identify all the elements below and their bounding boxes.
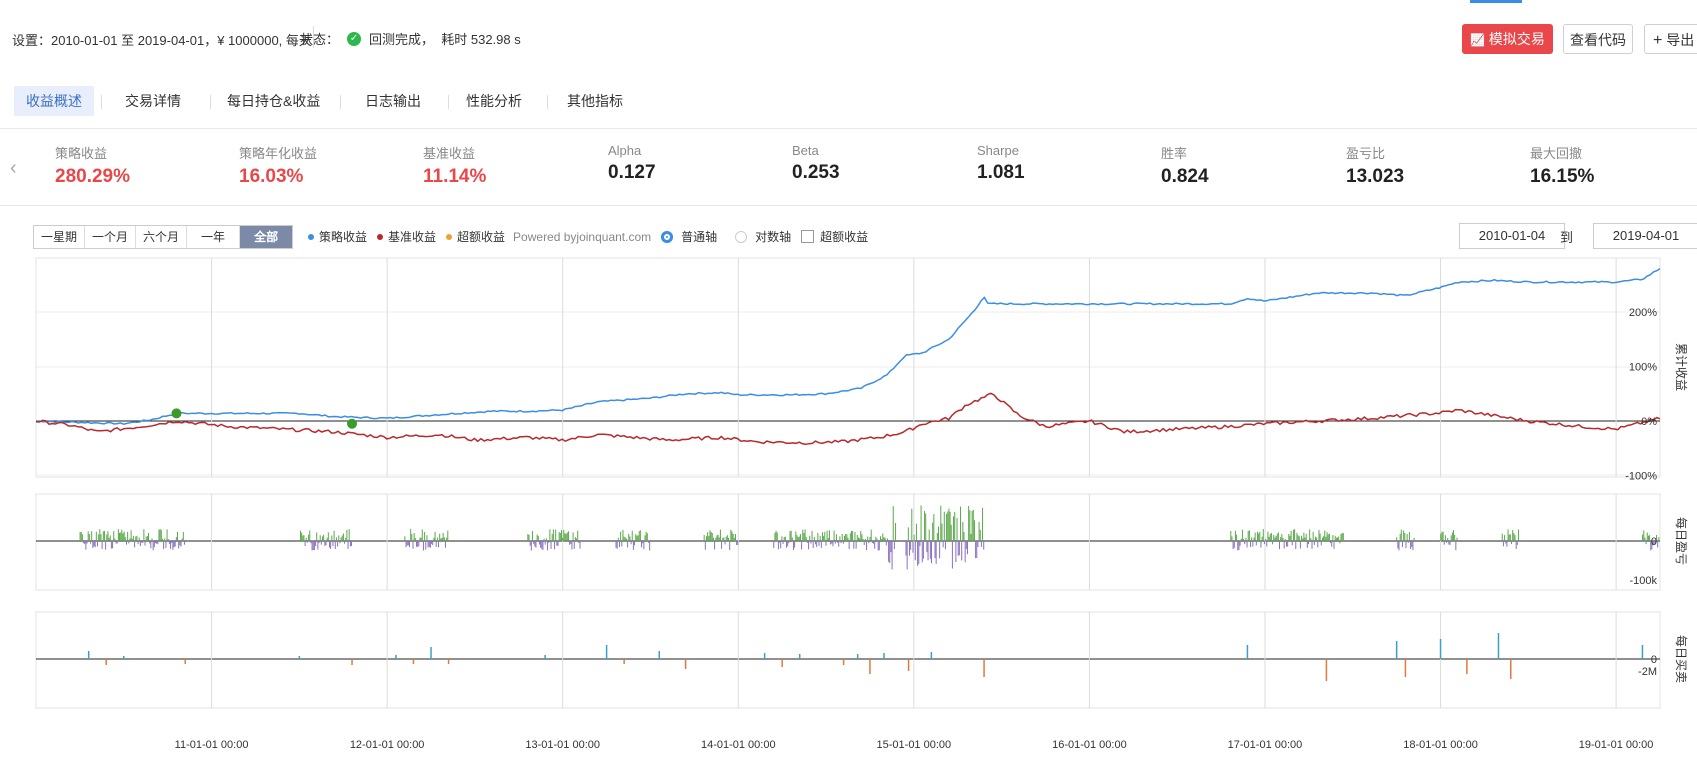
plus-icon: + <box>1653 32 1663 49</box>
tab-bar: 收益概述 交易详情 每日持仓&收益 日志输出 性能分析 其他指标 <box>0 76 1697 129</box>
status-text: 回测完成 <box>369 32 422 47</box>
divider <box>547 95 548 109</box>
status-area: 状态： ✓ 回测完成 ， 耗时 532.98 s <box>300 29 521 48</box>
legend-benchmark[interactable]: 基准收益 <box>388 230 437 244</box>
legend-excess[interactable]: 超额收益 <box>457 230 506 244</box>
chart-area <box>0 206 1697 777</box>
export-button[interactable]: + 导出 <box>1644 24 1697 54</box>
range-selector: 一星期 一个月 六个月 一年 全部 <box>33 225 294 249</box>
benchmark-dot-icon <box>377 233 384 240</box>
legend-strategy[interactable]: 策略收益 <box>319 230 368 244</box>
tab-log-output[interactable]: 日志输出 <box>365 93 421 109</box>
normal-axis-label: 普通轴 <box>681 230 718 244</box>
metric-sharpe: Sharpe 1.081 <box>977 143 1025 183</box>
excess-dot-icon <box>446 233 453 240</box>
metrics-strip: ‹ 策略收益 280.29% 策略年化收益 16.03% 基准收益 11.14%… <box>0 129 1697 206</box>
elapsed-text: ， 耗时 532.98 s <box>421 32 521 47</box>
tab-overview[interactable]: 收益概述 <box>14 86 94 116</box>
metric-annual-return: 策略年化收益 16.03% <box>239 146 318 187</box>
excess-checkbox-label: 超额收益 <box>820 230 869 244</box>
range-six-month-button[interactable]: 六个月 <box>136 226 188 248</box>
bar-chart-icon: 📈 <box>1470 33 1486 47</box>
chevron-left-icon[interactable]: ‹ <box>10 157 17 179</box>
range-year-button[interactable]: 一年 <box>187 226 241 248</box>
backtest-settings: 设置：2010-01-01 至 2019-04-01，¥ 1000000, 每天 <box>12 33 312 48</box>
divider <box>313 26 314 48</box>
strategy-dot-icon <box>308 233 314 240</box>
top-bar: 设置：2010-01-01 至 2019-04-01，¥ 1000000, 每天… <box>0 0 1697 77</box>
metric-beta: Beta 0.253 <box>792 143 840 183</box>
chart-legend: 策略收益 基准收益 超额收益 Powered byjoinquant.com 普… <box>298 228 868 245</box>
metric-strategy-return: 策略收益 280.29% <box>55 146 131 187</box>
powered-by-text: Powered byjoinquant.com <box>513 229 652 244</box>
view-code-button[interactable]: 查看代码 <box>1563 24 1633 54</box>
start-date-input[interactable]: 2010-01-04 <box>1459 223 1565 249</box>
log-axis-radio[interactable] <box>735 230 748 243</box>
range-month-button[interactable]: 一个月 <box>85 226 137 248</box>
metric-max-drawdown: 最大回撤 16.15% <box>1530 146 1595 187</box>
active-indicator <box>1470 0 1522 3</box>
divider <box>448 95 449 109</box>
simulate-trade-button[interactable]: 📈 模拟交易 <box>1462 24 1553 54</box>
excess-return-checkbox[interactable] <box>801 230 815 243</box>
tab-daily-positions[interactable]: 每日持仓&收益 <box>227 93 321 109</box>
end-date-input[interactable]: 2019-04-01 <box>1593 223 1697 249</box>
log-axis-label: 对数轴 <box>755 230 792 244</box>
divider <box>340 95 341 109</box>
metric-alpha: Alpha 0.127 <box>608 143 656 183</box>
normal-axis-radio[interactable] <box>661 230 674 243</box>
tab-trade-details[interactable]: 交易详情 <box>125 93 181 109</box>
status-label: 状态： <box>300 32 340 47</box>
divider <box>210 95 211 109</box>
divider <box>101 95 102 109</box>
tab-other-metrics[interactable]: 其他指标 <box>567 93 623 109</box>
metric-profit-loss-ratio: 盈亏比 13.023 <box>1346 146 1405 187</box>
check-circle-icon: ✓ <box>347 31 362 46</box>
range-all-button[interactable]: 全部 <box>240 226 293 248</box>
metric-win-rate: 胜率 0.824 <box>1161 146 1209 187</box>
range-week-button[interactable]: 一星期 <box>34 226 86 248</box>
date-to-label: 到 <box>1560 230 1574 245</box>
tab-performance[interactable]: 性能分析 <box>466 93 522 109</box>
metric-benchmark-return: 基准收益 11.14% <box>423 146 487 187</box>
